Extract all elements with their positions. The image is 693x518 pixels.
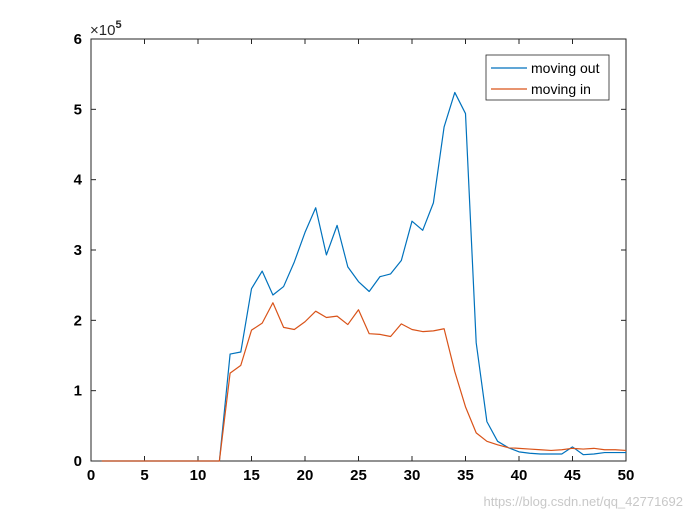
- y-tick-label: 0: [74, 453, 82, 470]
- axis-ticks: [90, 38, 627, 462]
- x-tick-label: 15: [243, 467, 260, 484]
- watermark-text: https://blog.csdn.net/qq_42771692: [483, 494, 684, 509]
- y-exponent-label: ×105: [90, 19, 122, 39]
- x-tick-labels: 0 5 10 15 20 25 30 35 40 45 50: [87, 467, 635, 484]
- x-tick-label: 45: [564, 467, 581, 484]
- x-tick-label: 40: [511, 467, 528, 484]
- series-line-moving-in: [101, 302, 627, 462]
- x-tick-label: 10: [190, 467, 207, 484]
- x-tick-label: 50: [618, 467, 635, 484]
- x-tick-label: 5: [140, 467, 148, 484]
- x-tick-label: 25: [350, 467, 367, 484]
- plot-area: [90, 38, 627, 462]
- x-tick-label: 30: [404, 467, 421, 484]
- y-tick-label: 3: [74, 242, 82, 259]
- y-tick-labels: 0 1 2 3 4 5 6: [74, 31, 83, 470]
- y-tick-label: 4: [74, 172, 83, 189]
- legend-label-moving-out: moving out: [531, 60, 600, 76]
- x-tick-label: 0: [87, 467, 95, 484]
- y-exponent-base: ×10: [90, 22, 115, 39]
- series-lines: [101, 91, 627, 462]
- y-tick-label: 1: [74, 383, 82, 400]
- legend-box: [485, 54, 610, 101]
- y-exponent-power: 5: [115, 19, 121, 31]
- y-tick-label: 5: [74, 101, 82, 118]
- x-tick-label: 35: [457, 467, 474, 484]
- y-tick-label: 6: [74, 31, 82, 48]
- x-tick-label: 20: [297, 467, 314, 484]
- legend-label-moving-in: moving in: [531, 81, 591, 97]
- legend: moving out moving in: [485, 54, 610, 101]
- y-tick-label: 2: [74, 312, 82, 329]
